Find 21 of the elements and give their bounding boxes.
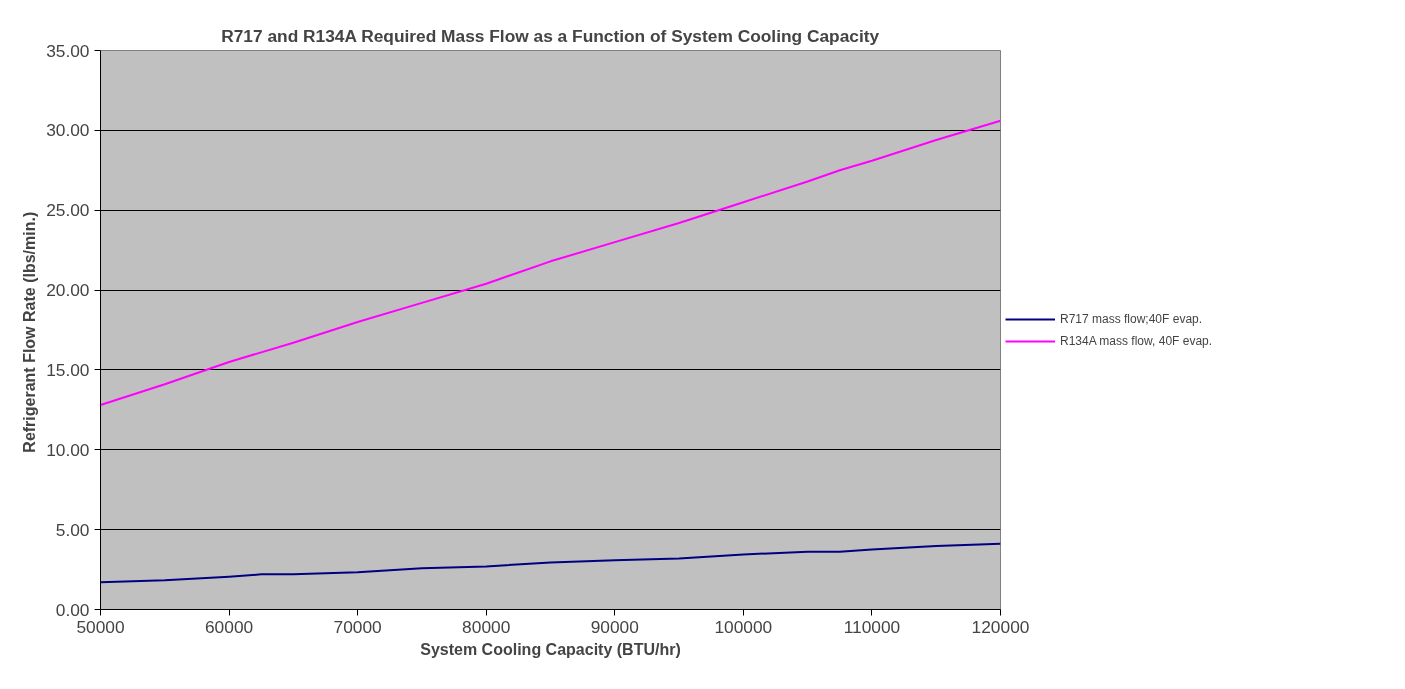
x-tick-label: 110000 [843, 616, 901, 637]
y-tick-label: 25.00 [46, 200, 90, 221]
legend-label: R717 mass flow;40F evap. [1060, 311, 1203, 326]
y-tick-label: 5.00 [55, 519, 90, 540]
x-tick-label: 60000 [204, 616, 254, 637]
x-tick-label: 100000 [714, 616, 773, 637]
x-tick-label: 120000 [971, 616, 1030, 637]
x-axis-title: System Cooling Capacity (BTU/hr) [420, 640, 681, 658]
chart-title: R717 and R134A Required Mass Flow as a Function of System Cooling Capacity [221, 25, 880, 46]
y-tick-label: 20.00 [46, 280, 90, 301]
y-tick-label: 35.00 [46, 40, 90, 61]
x-tick-label: 70000 [333, 616, 382, 637]
x-tick-label: 90000 [590, 616, 639, 637]
y-tick-label: 10.00 [46, 439, 90, 460]
y-tick-label: 30.00 [46, 120, 90, 141]
line-series [100, 119, 1001, 407]
x-tick-label: 80000 [462, 616, 511, 637]
legend-label: R134A mass flow, 40F evap. [1060, 333, 1213, 348]
line-series [100, 542, 1001, 584]
y-tick-label: 15.00 [46, 359, 90, 380]
y-axis-title: Refrigerant Flow Rate (lbs/min.) [21, 211, 39, 453]
